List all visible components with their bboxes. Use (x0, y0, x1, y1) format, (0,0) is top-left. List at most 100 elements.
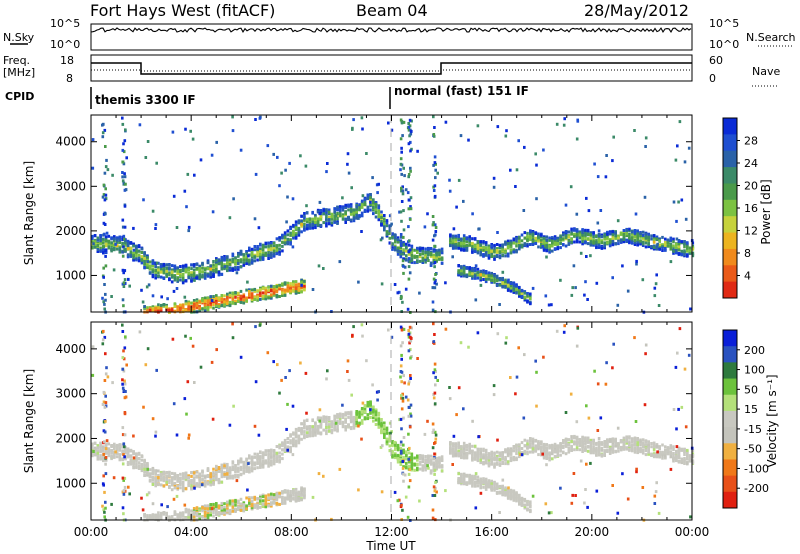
power-cell (519, 245, 522, 249)
power-cell (482, 270, 485, 274)
velocity-cell (223, 506, 226, 509)
power-cell (259, 243, 262, 247)
power-cell (122, 162, 126, 166)
power-cell (394, 236, 397, 240)
velocity-cell (212, 476, 215, 480)
power-cell (641, 230, 645, 234)
power-cell (99, 249, 102, 253)
power-cell (190, 273, 193, 277)
velocity-cell (300, 427, 303, 430)
power-cell (102, 221, 106, 225)
power-cell (212, 303, 215, 307)
power-cell (300, 214, 303, 218)
power-cell (154, 261, 157, 265)
power-cell (314, 226, 317, 230)
power-cell (608, 244, 612, 248)
power-cell (639, 242, 642, 246)
power-cell (151, 261, 155, 265)
power-cell (270, 244, 273, 248)
power-cell (330, 215, 334, 219)
velocity-cell (270, 503, 273, 506)
power-cell (427, 259, 430, 262)
power-cell (122, 304, 125, 308)
power-cell (190, 271, 193, 275)
power-cell (567, 242, 571, 246)
power-cell (614, 231, 617, 235)
power-cell (352, 208, 356, 212)
power-cell (231, 301, 235, 305)
power-cell (300, 222, 303, 226)
power-cell (630, 230, 634, 234)
power-cell (363, 200, 367, 204)
power-cell (334, 214, 338, 218)
power-cell (123, 237, 126, 241)
power-cell (630, 241, 634, 245)
power-cell (474, 298, 478, 302)
power-cell (427, 247, 430, 251)
power-cell (402, 257, 405, 261)
power-cell (377, 204, 381, 208)
power-cell (258, 116, 262, 120)
power-cell (215, 270, 218, 274)
velocity-cell (179, 486, 182, 490)
velocity-cell (253, 497, 257, 501)
power-cell (121, 148, 125, 152)
power-cell (490, 271, 493, 275)
velocity-cell (248, 466, 251, 470)
power-cell (91, 246, 94, 250)
power-cell (529, 297, 532, 300)
power-cell (589, 238, 593, 242)
velocity-cell (157, 473, 160, 477)
power-cell (630, 232, 634, 236)
power-cell (482, 246, 485, 249)
power-cell (325, 212, 328, 216)
power-cell (575, 137, 579, 141)
power-cell (223, 258, 226, 262)
velocity-cell (283, 501, 287, 505)
power-cell (151, 308, 155, 312)
power-cell (515, 168, 519, 172)
power-cell (336, 213, 339, 217)
power-cell (292, 233, 295, 237)
velocity-cell (294, 441, 298, 445)
velocity-cell (187, 508, 190, 512)
power-cell (574, 286, 577, 290)
power-cell (559, 238, 562, 241)
power-cell (253, 289, 257, 293)
power-cell (184, 127, 187, 131)
velocity-cell (231, 505, 235, 509)
power-cell (217, 303, 221, 307)
velocity-cell (300, 432, 303, 436)
power-cell (518, 292, 521, 296)
power-cell (523, 145, 526, 149)
power-cell (484, 243, 488, 247)
power-cell (102, 241, 105, 245)
power-cell (581, 235, 584, 239)
power-cell (451, 239, 455, 243)
power-cell (553, 241, 557, 245)
power-cell (687, 146, 691, 150)
power-cell (402, 243, 405, 247)
velocity-cell (159, 478, 163, 482)
velocity-cell (159, 483, 163, 487)
power-cell (338, 209, 342, 213)
power-cell (628, 232, 631, 236)
velocity-cell (248, 501, 251, 505)
power-cell (267, 254, 270, 258)
power-cell (135, 245, 138, 249)
power-cell (603, 246, 606, 250)
velocity-cell (215, 465, 218, 468)
power-cell (586, 232, 590, 236)
y-tick-label: 2000 (55, 224, 86, 238)
power-cell (272, 291, 276, 295)
power-cell (490, 249, 493, 253)
power-cell (187, 266, 190, 270)
power-cell (498, 250, 502, 254)
power-cell (495, 275, 499, 279)
power-cell (572, 264, 576, 268)
power-cell (611, 243, 615, 247)
velocity-cell (270, 504, 273, 508)
power-cell (424, 255, 427, 259)
velocity-cell (217, 470, 221, 473)
velocity-cell (237, 505, 240, 509)
